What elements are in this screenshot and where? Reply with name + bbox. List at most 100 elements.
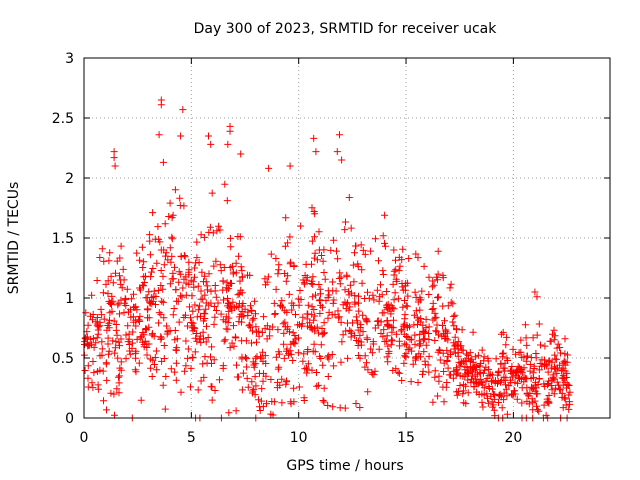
data-point bbox=[132, 303, 140, 311]
x-tick-label: 15 bbox=[397, 430, 415, 446]
data-point bbox=[290, 384, 298, 392]
data-point bbox=[359, 311, 367, 319]
data-point bbox=[554, 340, 562, 348]
data-point bbox=[132, 322, 140, 330]
data-point bbox=[561, 395, 569, 403]
data-point bbox=[256, 369, 263, 377]
data-point bbox=[330, 362, 338, 370]
data-point bbox=[324, 293, 332, 301]
data-point bbox=[247, 302, 254, 310]
data-point bbox=[222, 325, 230, 333]
y-tick-label: 0 bbox=[65, 411, 74, 427]
data-point bbox=[259, 377, 267, 385]
data-point bbox=[108, 301, 115, 309]
data-point bbox=[185, 258, 193, 266]
data-point bbox=[532, 350, 540, 357]
data-point bbox=[110, 390, 118, 398]
data-point bbox=[161, 405, 169, 413]
data-point bbox=[275, 261, 283, 269]
data-point bbox=[490, 406, 498, 414]
data-point bbox=[484, 394, 491, 402]
data-point bbox=[320, 269, 328, 276]
data-point bbox=[202, 305, 210, 313]
data-point bbox=[150, 287, 158, 295]
data-point bbox=[137, 396, 145, 404]
data-point bbox=[180, 252, 188, 259]
data-point bbox=[238, 337, 246, 345]
data-point bbox=[214, 299, 222, 307]
data-point bbox=[464, 389, 472, 397]
data-point bbox=[238, 273, 246, 281]
data-point bbox=[351, 300, 359, 308]
data-point bbox=[313, 382, 321, 390]
data-point bbox=[466, 349, 474, 357]
data-point bbox=[142, 326, 149, 334]
data-point bbox=[498, 376, 506, 384]
y-tick-label: 2 bbox=[65, 171, 74, 187]
data-point bbox=[408, 347, 416, 355]
data-point bbox=[429, 398, 437, 406]
data-point bbox=[489, 403, 497, 411]
data-point bbox=[95, 323, 103, 331]
data-point bbox=[358, 279, 366, 287]
data-point bbox=[379, 271, 387, 278]
data-point bbox=[443, 379, 451, 386]
data-point bbox=[530, 365, 538, 372]
data-point bbox=[129, 328, 137, 336]
data-point bbox=[151, 235, 159, 243]
data-point bbox=[565, 398, 573, 406]
data-point bbox=[173, 297, 181, 305]
data-point bbox=[503, 354, 511, 362]
data-point bbox=[497, 378, 504, 386]
data-point bbox=[404, 333, 412, 341]
data-point bbox=[160, 342, 168, 349]
y-tick-label: 2.5 bbox=[52, 111, 74, 127]
data-point bbox=[127, 295, 135, 303]
data-point bbox=[177, 132, 185, 140]
data-point bbox=[154, 287, 162, 294]
data-point bbox=[453, 364, 460, 372]
data-point bbox=[105, 257, 113, 265]
data-point bbox=[102, 360, 110, 368]
data-point bbox=[425, 368, 433, 376]
x-tick-label: 20 bbox=[504, 430, 522, 446]
data-point bbox=[262, 372, 270, 380]
data-point bbox=[205, 270, 213, 278]
data-point bbox=[153, 259, 161, 267]
data-point bbox=[148, 331, 156, 339]
data-point bbox=[292, 311, 299, 318]
data-point bbox=[329, 299, 337, 307]
data-point bbox=[335, 314, 343, 322]
data-point bbox=[257, 397, 265, 405]
data-point bbox=[388, 337, 396, 345]
data-point bbox=[204, 334, 212, 341]
data-point bbox=[159, 158, 167, 166]
data-point bbox=[271, 398, 279, 406]
data-point bbox=[435, 346, 443, 354]
data-point bbox=[262, 360, 270, 367]
data-point bbox=[281, 270, 289, 277]
data-point bbox=[498, 353, 506, 361]
data-point bbox=[122, 302, 130, 309]
data-point bbox=[297, 222, 305, 230]
data-point bbox=[329, 278, 337, 286]
data-point bbox=[531, 397, 539, 405]
data-point bbox=[343, 271, 351, 279]
data-point bbox=[394, 295, 402, 303]
data-point bbox=[425, 352, 433, 360]
data-point bbox=[291, 332, 299, 339]
data-point bbox=[497, 360, 505, 368]
data-point bbox=[253, 338, 260, 346]
data-point bbox=[347, 224, 355, 232]
data-point bbox=[145, 314, 153, 322]
data-point bbox=[185, 280, 193, 288]
data-point bbox=[251, 297, 259, 305]
data-point bbox=[251, 391, 259, 399]
data-point bbox=[269, 323, 277, 331]
data-point bbox=[304, 301, 312, 309]
data-point bbox=[458, 358, 466, 366]
data-point bbox=[443, 346, 451, 354]
data-point bbox=[196, 302, 204, 310]
data-point bbox=[535, 375, 543, 382]
data-point bbox=[415, 337, 423, 345]
